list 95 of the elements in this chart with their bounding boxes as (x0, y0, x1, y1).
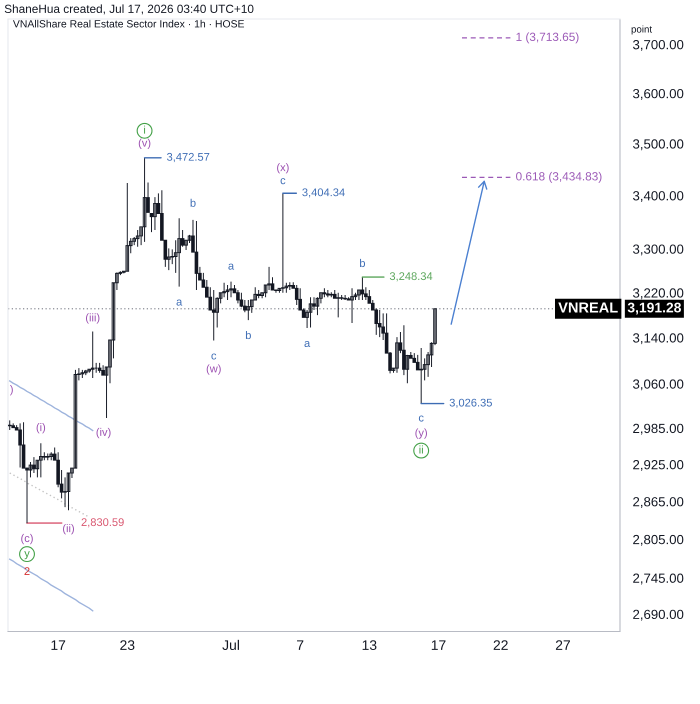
annotation: (w) (206, 364, 221, 375)
y-tick-label: 2,865.00 (633, 497, 684, 508)
candlestick (343, 294, 347, 300)
y-tick-label: 2,925.00 (633, 460, 684, 471)
candlestick (326, 289, 330, 298)
y-tick-label: 3,500.00 (633, 139, 684, 150)
candlestick (8, 420, 12, 430)
annotation: c (280, 178, 286, 184)
annotation: a (228, 264, 234, 270)
annotation: (x) (277, 163, 289, 174)
y-tick-label: 2,745.00 (633, 574, 684, 584)
y-tick-label: 3,220.00 (633, 288, 684, 300)
candlestick (153, 196, 157, 231)
annotation: b (190, 198, 196, 207)
y-tick-label: 3,400.00 (633, 191, 684, 202)
candlestick (288, 282, 292, 290)
line-series (9, 472, 90, 518)
candlestick (90, 330, 95, 378)
y-tick-label: 3,600.00 (633, 88, 684, 100)
y-tick-label: 2,690.00 (633, 610, 684, 621)
annotation: ii (419, 445, 423, 454)
annotation: a (304, 340, 310, 348)
text: ShaneHua created, Jul 17, 2026 03:40 UTC+10 (4, 4, 254, 14)
annotation: ) (10, 384, 13, 396)
annotation: c (211, 353, 216, 360)
annotation: 3,404.34 (302, 188, 345, 198)
candlestick (212, 289, 216, 342)
x-tick-label: 17 (51, 640, 66, 650)
y-tick-label: 3,060.00 (633, 379, 684, 390)
annotation: (ii) (63, 524, 74, 534)
annotation: (iii) (86, 313, 100, 324)
x-tick-label: 22 (494, 640, 508, 650)
line-series (9, 558, 94, 612)
x-tick-label: 7 (297, 640, 304, 650)
chart-title: VNAllShare Real Estate Sector Index · 1h · HOSE (12, 20, 244, 28)
candlestick (308, 296, 312, 328)
y-tick-label: 3,300.00 (633, 244, 684, 256)
candlestick (125, 182, 130, 272)
ref-line-label: VNREAL (558, 302, 618, 313)
candlestick (281, 192, 285, 294)
candlestick (11, 422, 15, 429)
line-series (9, 380, 94, 432)
candlestick (229, 281, 233, 298)
annotation: (y) (415, 428, 427, 439)
ref-line-label: 1 (3,713.65) (516, 32, 579, 44)
candlestick (18, 422, 22, 468)
candlestick (316, 296, 320, 316)
candlestick (32, 456, 36, 474)
y-tick-label: 3,140.00 (633, 333, 684, 344)
annotation: y (24, 551, 30, 560)
y-tick-label: 2,805.00 (633, 534, 684, 546)
x-tick-label: Jul (222, 640, 239, 650)
candlestick (194, 220, 198, 290)
candlestick (419, 347, 423, 404)
candlestick (177, 218, 181, 288)
candlestick (84, 369, 88, 376)
candlestick (336, 292, 340, 318)
candlestick (256, 289, 260, 299)
annotation: (v) (138, 138, 150, 149)
candlestick (350, 288, 354, 324)
annotation: b (360, 258, 366, 268)
candlestick (142, 157, 146, 242)
x-tick-label: 13 (362, 640, 376, 650)
y-tick-label: 3,700.00 (633, 40, 684, 51)
candlestick (236, 289, 240, 304)
candlestick (226, 284, 230, 300)
x-tick-label: 23 (120, 640, 134, 650)
annotation: 2,830.59 (82, 518, 124, 528)
candlestick (360, 276, 364, 300)
ref-line-label: 0.618 (3,434.83) (516, 172, 602, 183)
y-tick-label: 2,985.00 (633, 424, 684, 435)
annotation: (c) (21, 534, 33, 544)
annotation: 3,026.35 (450, 398, 492, 408)
text: 3,191.28 (628, 302, 681, 314)
annotation: 2 (24, 567, 30, 575)
annotation: (i) (36, 423, 46, 434)
annotation: a (176, 300, 182, 306)
candlestick (98, 362, 102, 374)
y-axis-title: point (632, 25, 652, 35)
candlestick (39, 442, 43, 478)
candlestick (136, 230, 140, 248)
candlestick (49, 452, 54, 461)
candlestick (246, 299, 250, 321)
annotation: c (418, 415, 424, 422)
annotation: i (144, 126, 146, 134)
x-tick-label: 17 (432, 640, 446, 650)
annotation: (iv) (96, 428, 111, 438)
x-tick-label: 27 (556, 640, 570, 650)
annotation: b (246, 330, 251, 340)
annotation: 3,248.34 (390, 272, 432, 282)
candlestick (46, 453, 50, 461)
candlestick (80, 369, 84, 378)
annotation: 3,472.57 (167, 152, 210, 162)
candlestick (329, 292, 334, 298)
candlestick (378, 310, 382, 338)
